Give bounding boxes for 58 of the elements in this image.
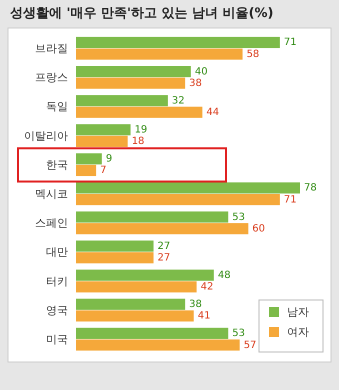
data-label: 71 bbox=[284, 194, 297, 206]
data-label: 18 bbox=[132, 136, 144, 148]
y-tick-label: 스페인 bbox=[35, 216, 68, 230]
bar bbox=[76, 252, 154, 264]
data-label: 53 bbox=[232, 328, 245, 340]
y-tick-label: 이탈리아 bbox=[24, 129, 68, 142]
data-label: 19 bbox=[134, 124, 148, 136]
bar bbox=[76, 36, 280, 48]
bar bbox=[76, 95, 168, 106]
bar bbox=[76, 223, 248, 234]
legend-label: 여자 bbox=[287, 326, 309, 338]
data-label: 32 bbox=[172, 95, 185, 106]
data-label: 7 bbox=[100, 165, 106, 176]
y-tick-label: 한국 bbox=[46, 158, 68, 172]
data-label: 42 bbox=[200, 282, 214, 293]
data-label: 38 bbox=[189, 78, 202, 89]
bar bbox=[76, 270, 214, 281]
y-tick-label: 독일 bbox=[46, 100, 68, 114]
bar bbox=[76, 310, 194, 322]
y-tick-label: 미국 bbox=[46, 332, 68, 346]
data-label: 60 bbox=[252, 223, 266, 234]
y-tick-label: 영국 bbox=[46, 304, 68, 317]
data-label: 57 bbox=[244, 340, 256, 351]
bar bbox=[76, 78, 186, 89]
bar bbox=[76, 211, 228, 223]
y-tick-label: 대만 bbox=[46, 246, 68, 259]
bar bbox=[76, 153, 102, 164]
chart-title: 성생활에 '매우 만족'하고 있는 남녀 비율(%) bbox=[10, 6, 274, 21]
data-label: 53 bbox=[232, 212, 245, 223]
bar bbox=[76, 298, 186, 310]
y-tick-label: 터키 bbox=[46, 274, 68, 288]
y-tick-label: 브라질 bbox=[35, 42, 68, 56]
bar bbox=[76, 48, 243, 60]
y-tick-label: 프랑스 bbox=[35, 71, 68, 84]
bar bbox=[76, 124, 131, 136]
data-label: 40 bbox=[194, 66, 208, 78]
data-label: 71 bbox=[284, 37, 297, 48]
data-label: 9 bbox=[106, 154, 112, 165]
data-label: 27 bbox=[158, 240, 170, 252]
legend-label: 남자 bbox=[287, 306, 309, 318]
data-label: 48 bbox=[218, 270, 231, 281]
data-label: 78 bbox=[304, 182, 317, 194]
data-label: 41 bbox=[198, 310, 210, 322]
data-label: 58 bbox=[246, 48, 260, 60]
bar bbox=[76, 66, 191, 78]
bar bbox=[76, 339, 240, 351]
bar bbox=[76, 106, 202, 118]
bar bbox=[76, 182, 300, 194]
y-tick-label: 멕시코 bbox=[35, 188, 68, 200]
bar bbox=[76, 194, 280, 206]
bar bbox=[76, 164, 96, 176]
data-label: 44 bbox=[206, 107, 220, 118]
bar bbox=[76, 136, 128, 147]
bar bbox=[76, 240, 154, 252]
bar bbox=[76, 328, 228, 339]
data-label: 27 bbox=[158, 252, 170, 264]
bar bbox=[76, 281, 197, 292]
data-label: 38 bbox=[189, 299, 202, 310]
